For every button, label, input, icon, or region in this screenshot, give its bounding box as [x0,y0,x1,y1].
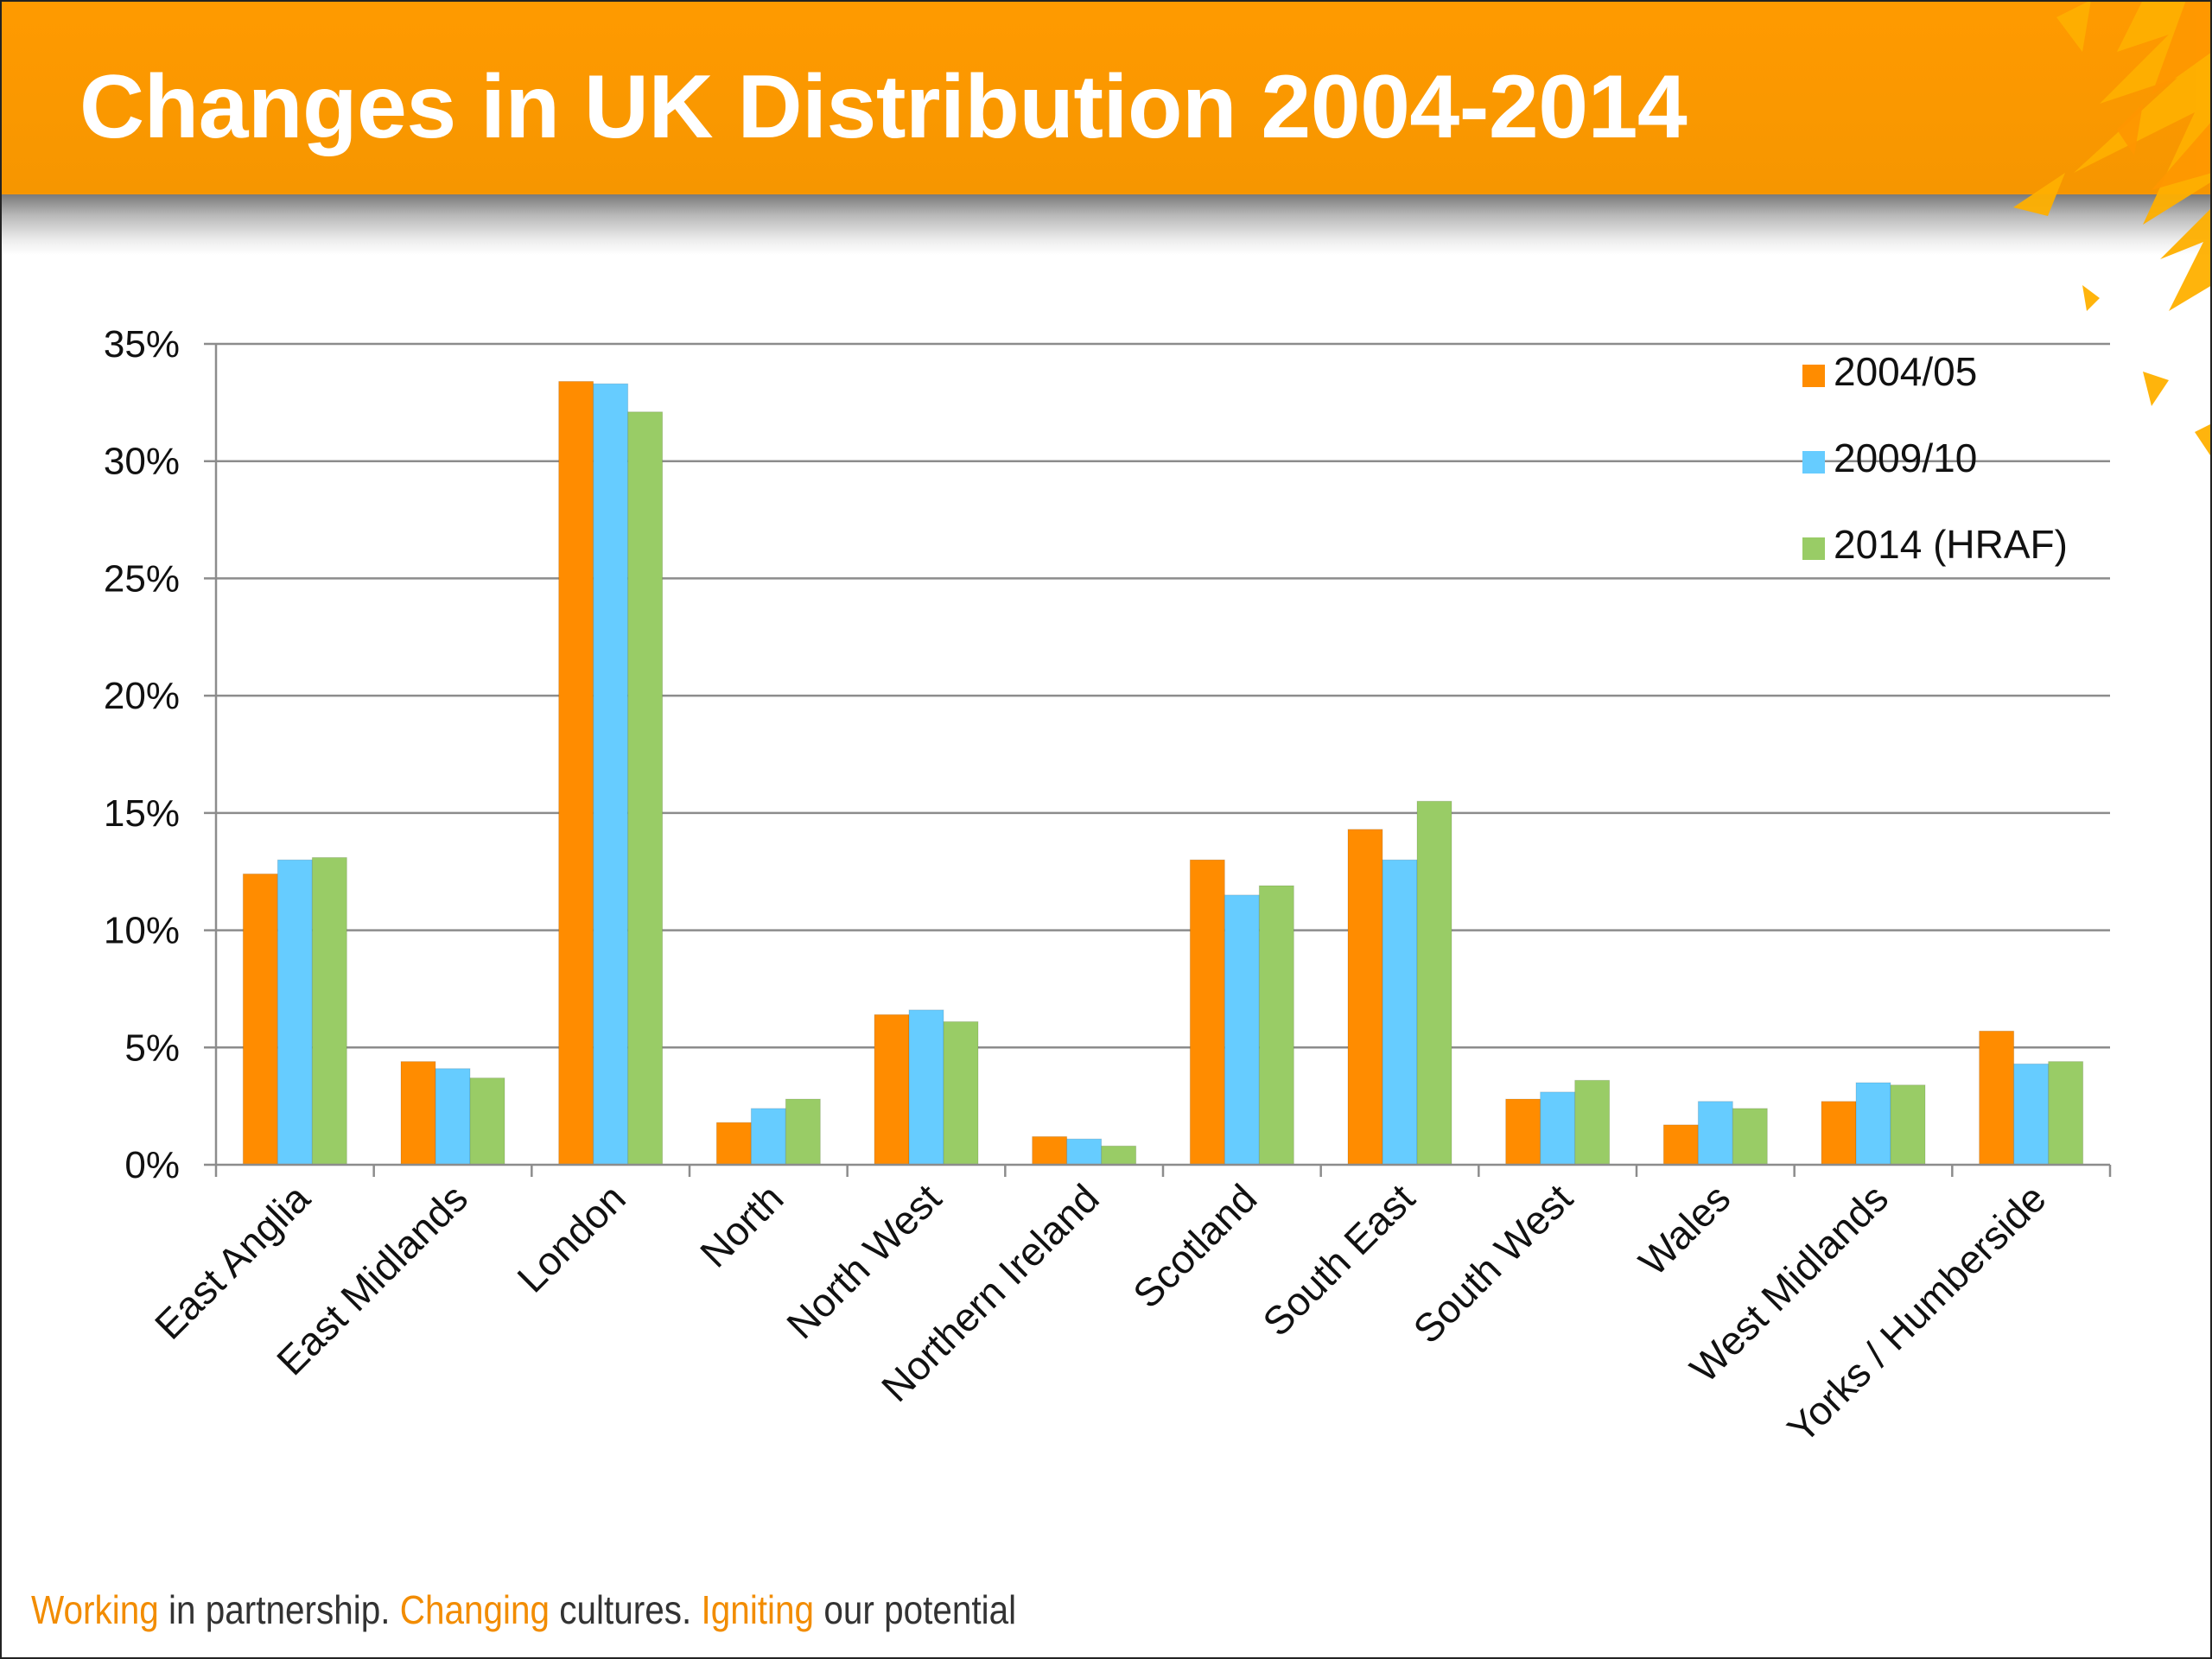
chart-gridlines [204,342,2110,1166]
bar-2004-05-east-midlands [400,1061,436,1166]
slide-title: Changes in UK Distribution 2004-2014 [79,57,1688,157]
bar-2004-05-north [715,1122,752,1166]
bar-2009-10-north [750,1108,786,1166]
y-tick-label: 30% [104,441,180,483]
bar-2014-hraf--north [785,1098,821,1166]
header-shadow [0,194,2212,255]
legend-swatch [1802,451,1825,474]
y-tick-label: 15% [104,792,180,835]
bar-2014-hraf--northern-ireland [1101,1145,1137,1166]
bar-2004-05-wales [1662,1124,1699,1166]
y-tick-label: 20% [104,675,180,717]
legend-label: 2014 (HRAF) [1834,522,2068,567]
y-tick-label: 25% [104,557,180,600]
x-category-label: Yorks / Humberside [1778,1175,2054,1451]
bar-2009-10-east-midlands [435,1068,471,1166]
bar-2009-10-london [593,383,629,1166]
x-category-label: Wales [1630,1175,1738,1284]
bar-2009-10-north-west [908,1009,944,1166]
y-tick-label: 5% [124,1027,180,1069]
x-category-label: North [691,1175,791,1275]
decorative-burst-graphic [2013,0,2212,458]
footer-igniting: Igniting [701,1587,815,1632]
x-category-label: North West [778,1175,950,1347]
bar-2014-hraf--yorks-humberside [2048,1061,2084,1166]
y-tick-label: 35% [104,323,180,365]
bar-2004-05-london [558,380,594,1166]
bar-2009-10-scotland [1224,894,1260,1166]
bar-2004-05-yorks-humberside [1979,1030,2015,1166]
footer-changing: Changing [399,1587,550,1632]
bar-2014-hraf--north-west [943,1020,979,1166]
bar-2014-hraf--south-east [1416,800,1452,1166]
bar-2014-hraf--wales [1732,1108,1768,1166]
bar-2009-10-south-west [1540,1091,1576,1166]
bar-2009-10-west-midlands [1855,1082,1891,1166]
bar-2009-10-wales [1697,1101,1733,1166]
footer-cultures: cultures. [550,1587,702,1632]
bar-2004-05-south-west [1505,1098,1541,1166]
bar-2014-hraf--east-midlands [469,1077,505,1166]
header-band [0,0,2212,194]
y-axis-tick-labels: 0% 5% 10% 15% 20% 25% 30% 35% [104,323,180,1186]
x-category-label: London [508,1175,633,1300]
bar-2004-05-east-anglia [242,873,278,1166]
legend-swatch [1802,365,1825,387]
chart-bars [242,380,2084,1166]
bar-2004-05-west-midlands [1821,1101,1857,1166]
bar-2014-hraf--scotland [1258,885,1294,1166]
bar-2009-10-south-east [1382,859,1418,1166]
bar-2014-hraf--london [627,411,664,1166]
bar-2009-10-yorks-humberside [2013,1063,2050,1166]
chart-axes [214,344,2112,1177]
x-category-label: South East [1254,1175,1423,1344]
chart-legend: 2004/05 2009/10 2014 (HRAF) [1802,349,2068,567]
footer-tagline: Working in partnership. Changing culture… [31,1586,1016,1633]
bar-2014-hraf--east-anglia [311,856,347,1166]
footer-in-partnership: in partnership. [158,1587,400,1632]
bar-2014-hraf--west-midlands [1890,1084,1926,1166]
bar-2004-05-scotland [1189,859,1225,1166]
bar-2009-10-northern-ireland [1066,1138,1103,1166]
footer-working: Working [31,1587,159,1632]
bar-2004-05-south-east [1347,829,1383,1166]
x-category-label: East Anglia [146,1175,319,1348]
legend-label: 2009/10 [1834,435,1977,480]
bar-2004-05-northern-ireland [1032,1135,1068,1166]
bar-2014-hraf--south-west [1574,1079,1611,1166]
y-tick-label: 0% [124,1144,180,1186]
footer-our-potential: our potential [814,1587,1017,1632]
bar-2009-10-east-anglia [276,859,313,1166]
x-category-label: Scotland [1124,1175,1265,1316]
x-category-label: South West [1404,1175,1580,1351]
legend-label: 2004/05 [1834,349,1977,394]
y-tick-label: 10% [104,910,180,952]
legend-swatch [1802,537,1825,560]
bar-2004-05-north-west [874,1014,910,1166]
